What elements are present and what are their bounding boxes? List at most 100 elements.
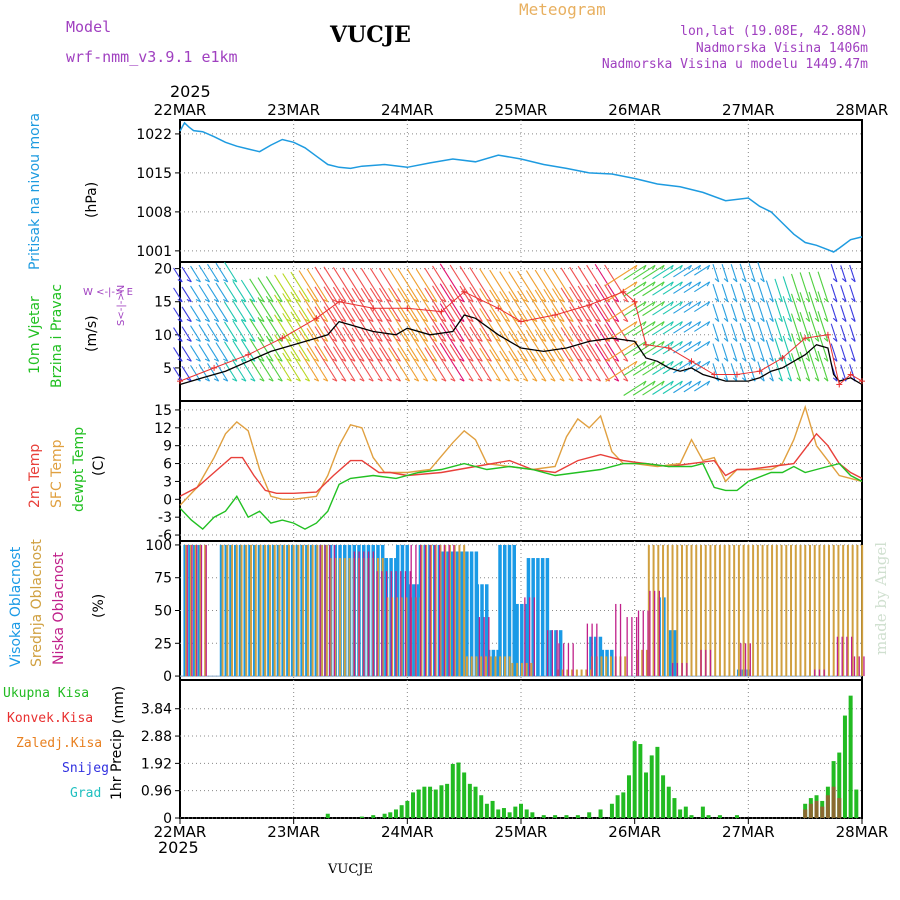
low-cloud-bar [853,656,856,677]
low-cloud-bar [395,571,397,677]
wind-arrow [224,261,238,283]
precip-total-bar [445,783,450,818]
y-tick-label: 3 [163,474,172,490]
wind-arrow [378,347,401,382]
wind-arrow [332,346,356,382]
wind-arrow-head [241,318,247,323]
low-cloud-bar [676,662,679,677]
wind-arrow-head [286,378,292,382]
mid-cloud-bar [278,544,281,677]
mid-cloud-bar [790,544,793,677]
wind-arrow-head [268,378,274,382]
wind-arrow [397,308,420,342]
high-cloud-bar [480,584,484,677]
wind-arrow-head [332,318,338,323]
wind-arrow [314,306,338,342]
wind-arrow-head [259,378,265,382]
precip-total-bar [854,789,859,818]
precip-total-bar [388,812,393,818]
wind-arrow [489,329,511,362]
wind-arrow [323,306,347,342]
mid-cloud-bar [771,544,774,677]
wind-arrow-head [832,337,838,342]
watermark: made by Angel [872,541,890,655]
year-top: 2025 [170,82,211,101]
precip-total-bar [598,809,603,818]
station-title: VUCJE [330,22,411,48]
wind-arrow [499,330,520,362]
wind-arrow-head [459,299,465,303]
high-cloud-bar [295,544,300,677]
wind-arrow-head [652,321,656,327]
wind-arrow [499,350,520,382]
wind-arrow-head [760,297,765,303]
wind-arrow [623,340,647,357]
y-tick-label: 10 [154,328,172,344]
mid-cloud-bar [752,544,755,677]
wind-arrow-head [368,358,374,362]
wind-arrow [479,268,502,303]
wind-arrow-head [642,301,647,307]
wind-arrow [479,327,502,362]
wind-arrow-head [706,281,711,287]
mid-cloud-bar [391,597,394,677]
wind-arrow-head [504,299,510,303]
wind-arrow-head [732,337,738,342]
wind-arrow-head [577,338,583,342]
precip-convective-bar [820,806,825,818]
high-cloud-bar [300,544,304,677]
wind-arrow-head [769,317,774,322]
high-cloud-bar [267,544,271,677]
wind-arrow-head [195,318,201,323]
wind-arrow-head [633,281,638,287]
wind-arrow [424,307,447,342]
wind-arrow [642,321,665,336]
wind-arrow [817,271,829,302]
low-cloud-bar [478,617,481,677]
precip-total-bar [393,809,398,818]
wind-arrow-head [679,380,683,386]
wind-arrow [662,340,683,355]
cloud-unit: (%) [91,593,107,618]
wind-arrow-head [377,299,383,303]
temp2m-label: 2m Temp [27,443,43,508]
temp-unit: (C) [91,455,107,476]
mid-cloud-bar [194,544,197,677]
precip-total-bar [496,809,501,818]
wind-arrow [683,301,701,313]
wind-arrow-head [495,318,501,323]
precip-total-bar [837,752,842,818]
wind-arrow [290,271,311,303]
x-tick-label-top: 28MAR [836,101,889,119]
wind-arrow-head [423,338,429,342]
wind-arrow-head [769,337,774,342]
mid-cloud-bar [221,544,224,677]
wind-arrow [782,335,793,362]
precip-total-bar [615,795,620,818]
wind-arrow [739,263,747,283]
wind-arrows [173,261,856,396]
precip-convective-bar [808,803,813,818]
wind-arrow-head [741,278,747,283]
wind-arrow [652,301,674,316]
wind-arrow-head [661,341,665,346]
low-cloud-bar [558,643,560,677]
wind-arrow [730,323,738,342]
wind-arrow-head [732,357,738,362]
wind-arrow [683,360,701,373]
mid-cloud-bar [420,544,423,677]
mid-cloud-bar [204,544,207,677]
wind-arrow [257,336,274,362]
low-cloud-bar [572,643,574,677]
mid-cloud-bar [292,544,295,677]
y-tick-label: 6 [163,457,172,473]
mid-cloud-bar [283,544,286,677]
wind-arrow-head [395,358,401,362]
low-cloud-bars [186,544,865,677]
wind-arrow-head [661,301,665,307]
mid-cloud-bar [530,662,533,677]
wind-arrow-head [177,279,183,283]
wind-arrow-head [195,279,201,283]
wind-arrow-head [559,358,565,362]
precip-total-bar [382,813,387,818]
